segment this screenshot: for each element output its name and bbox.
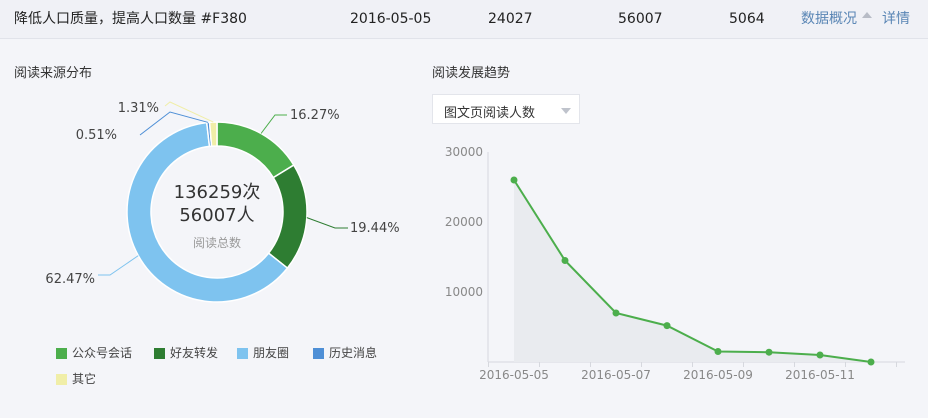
total-readers-count: 56007人 (179, 205, 254, 226)
caret-up-icon[interactable] (862, 12, 872, 18)
donut-slice-friend-share (267, 164, 308, 270)
donut-label-friend-share: 19.44% (350, 221, 400, 236)
article-stat-1: 24027 (488, 11, 533, 27)
article-summary-row: 降低人口质量，提高人口数量 #F380 2016-05-05 24027 560… (0, 0, 928, 39)
legend-swatch-friend-share (154, 348, 165, 359)
donut-label-other: 1.31% (118, 101, 159, 116)
legend-label-other: 其它 (72, 372, 97, 386)
donut-leader-history (139, 111, 209, 136)
article-stat-2: 56007 (618, 11, 663, 27)
legend-label-official-account: 公众号会话 (72, 346, 133, 360)
data-overview-link[interactable]: 数据概况 (801, 11, 857, 27)
read-source-title: 阅读来源分布 (14, 66, 93, 81)
donut-label-history: 0.51% (76, 128, 117, 143)
legend-swatch-moments (237, 348, 248, 359)
detail-link[interactable]: 详情 (882, 11, 910, 27)
legend-label-history: 历史消息 (329, 346, 378, 360)
article-date: 2016-05-05 (350, 11, 432, 27)
article-stat-3: 5064 (729, 11, 765, 27)
donut-slice-other (208, 121, 218, 148)
donut-label-moments: 62.47% (45, 272, 95, 287)
donut-slice-moments (126, 121, 289, 303)
legend-swatch-other (56, 374, 67, 385)
read-trend-title: 阅读发展趋势 (432, 66, 511, 81)
article-title: 降低人口质量，提高人口数量 #F380 (14, 11, 247, 27)
chevron-down-icon (561, 108, 571, 114)
donut-leader-official-account (260, 114, 287, 134)
donut-slice-official-account (216, 121, 295, 179)
donut-leader-friend-share (306, 217, 348, 229)
legend-swatch-history (313, 348, 324, 359)
total-reads-caption: 阅读总数 (193, 235, 241, 250)
legend-label-friend-share: 好友转发 (170, 346, 219, 360)
total-reads-count: 136259次 (174, 182, 261, 203)
metric-select[interactable]: 图文页阅读人数 (432, 94, 580, 124)
donut-leader-moments (98, 255, 139, 276)
legend-label-moments: 朋友圈 (253, 346, 290, 360)
donut-leader-other (164, 101, 214, 123)
legend-swatch-official-account (56, 348, 67, 359)
donut-label-official-account: 16.27% (290, 108, 340, 123)
metric-select-value: 图文页阅读人数 (444, 106, 536, 121)
